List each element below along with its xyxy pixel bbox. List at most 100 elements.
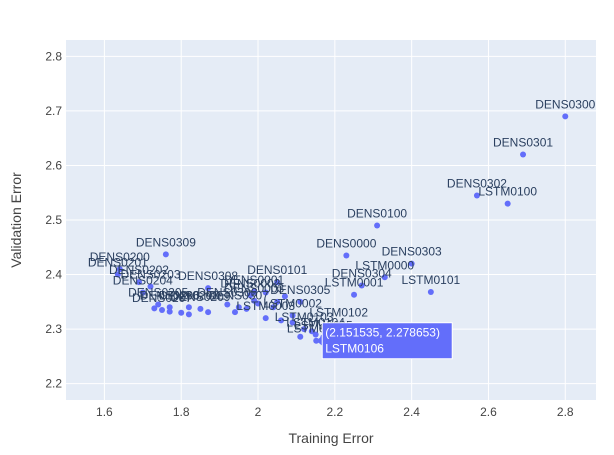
- x-tick-label: 2.8: [557, 405, 574, 419]
- point-label: LSTM0102: [309, 306, 368, 320]
- point-label: DENS0304: [332, 266, 392, 280]
- data-point[interactable]: [235, 304, 242, 311]
- data-point[interactable]: [262, 315, 269, 322]
- point-label: LSTM0000: [355, 258, 414, 272]
- data-point[interactable]: [255, 300, 262, 307]
- data-point[interactable]: [408, 260, 415, 267]
- data-point[interactable]: [135, 279, 142, 286]
- data-point[interactable]: [178, 309, 185, 316]
- hover-box: [321, 322, 453, 360]
- hover-coordinates: (2.151535, 2.278653): [325, 326, 440, 340]
- point-label: DENS0201: [88, 256, 148, 270]
- data-point[interactable]: [162, 251, 169, 258]
- data-point[interactable]: [262, 289, 269, 296]
- data-point[interactable]: [147, 283, 154, 290]
- point-label: DENS0204: [113, 274, 173, 288]
- data-point[interactable]: [520, 151, 527, 158]
- data-point[interactable]: [114, 271, 121, 278]
- y-tick-label: 2.8: [45, 49, 62, 63]
- y-axis-title: Validation Error: [8, 172, 24, 268]
- x-axis-title: Training Error: [288, 430, 373, 446]
- point-label: LSTM0001: [325, 276, 384, 290]
- data-point[interactable]: [166, 304, 173, 311]
- point-label: DENS0309: [136, 235, 196, 249]
- point-label: DENS0308: [178, 269, 238, 283]
- point-label: DENS0002: [220, 276, 280, 290]
- data-point[interactable]: [562, 113, 569, 120]
- y-tick-label: 2.7: [45, 104, 62, 118]
- data-point[interactable]: [301, 326, 308, 333]
- point-label: DENS0206: [140, 288, 200, 302]
- hover-label: LSTM0106: [325, 342, 384, 356]
- y-tick-label: 2.5: [45, 213, 62, 227]
- data-point[interactable]: [473, 192, 480, 199]
- data-point[interactable]: [278, 317, 285, 324]
- data-point[interactable]: [185, 311, 192, 318]
- point-label: DENS0205: [128, 286, 188, 300]
- y-tick-label: 2.6: [45, 158, 62, 172]
- data-point[interactable]: [231, 309, 238, 316]
- data-point[interactable]: [427, 289, 434, 295]
- y-tick-label: 2.4: [45, 268, 62, 282]
- data-point[interactable]: [197, 305, 204, 312]
- data-point[interactable]: [289, 319, 296, 326]
- y-axis-ticks: 2.2 2.3 2.4 2.5 2.6 2.7 2.8: [45, 49, 62, 390]
- data-point[interactable]: [274, 298, 281, 305]
- data-point[interactable]: [159, 307, 166, 313]
- x-tick-label: 1.6: [96, 405, 113, 419]
- point-label: DENS0208: [159, 288, 219, 302]
- point-label: LSTM0100: [478, 185, 537, 199]
- data-point[interactable]: [205, 309, 212, 316]
- x-tick-label: 2.4: [403, 405, 420, 419]
- point-label: LSTM0002: [263, 296, 322, 310]
- data-point[interactable]: [139, 289, 146, 296]
- point-label: DENS0305: [270, 283, 330, 297]
- data-point[interactable]: [289, 312, 296, 319]
- data-point[interactable]: [151, 305, 158, 312]
- data-point[interactable]: [297, 298, 304, 305]
- point-label: DENS0302: [447, 176, 507, 190]
- data-point[interactable]: [381, 274, 388, 281]
- point-label: DENS0307: [209, 288, 269, 302]
- grid-lines: [66, 40, 596, 400]
- y-tick-label: 2.3: [45, 322, 62, 336]
- data-point[interactable]: [185, 304, 192, 311]
- data-point[interactable]: [243, 305, 250, 312]
- y-tick-label: 2.2: [45, 377, 62, 391]
- data-point[interactable]: [297, 333, 304, 340]
- point-label: DENS0100: [347, 206, 407, 220]
- x-tick-label: 2.6: [480, 405, 497, 419]
- data-points: [114, 113, 569, 344]
- data-point[interactable]: [274, 279, 281, 286]
- point-label: DENS0001: [224, 273, 284, 287]
- point-label: DENS0000: [316, 236, 376, 250]
- x-axis-ticks: 1.6 1.8 2 2.2 2.4 2.6 2.8: [96, 405, 574, 419]
- data-point[interactable]: [281, 293, 288, 300]
- data-point[interactable]: [205, 285, 212, 292]
- point-label: DENS0101: [247, 263, 307, 277]
- data-point[interactable]: [116, 266, 123, 273]
- data-point[interactable]: [166, 308, 173, 315]
- data-point[interactable]: [224, 301, 231, 308]
- point-label: LSTM0103: [275, 310, 334, 324]
- data-point[interactable]: [358, 282, 365, 289]
- point-label: DENS0200: [90, 250, 150, 264]
- data-point[interactable]: [504, 200, 511, 207]
- x-tick-label: 1.8: [173, 405, 190, 419]
- data-point[interactable]: [351, 291, 358, 298]
- point-label: DENS0003: [224, 282, 284, 296]
- point-label: DENS0207: [132, 291, 192, 305]
- data-point[interactable]: [343, 252, 350, 259]
- data-point[interactable]: [155, 301, 162, 308]
- data-point[interactable]: [374, 222, 381, 229]
- point-label: LSTM0101: [402, 273, 461, 287]
- data-point[interactable]: [247, 292, 254, 299]
- hover-tooltip: (2.151535, 2.278653) LSTM0106: [316, 322, 453, 360]
- data-point[interactable]: [308, 328, 315, 335]
- point-label: DENS0303: [382, 245, 442, 259]
- data-point[interactable]: [270, 304, 277, 311]
- point-label: LSTM0003: [236, 299, 295, 313]
- hover-pointer: [316, 335, 323, 346]
